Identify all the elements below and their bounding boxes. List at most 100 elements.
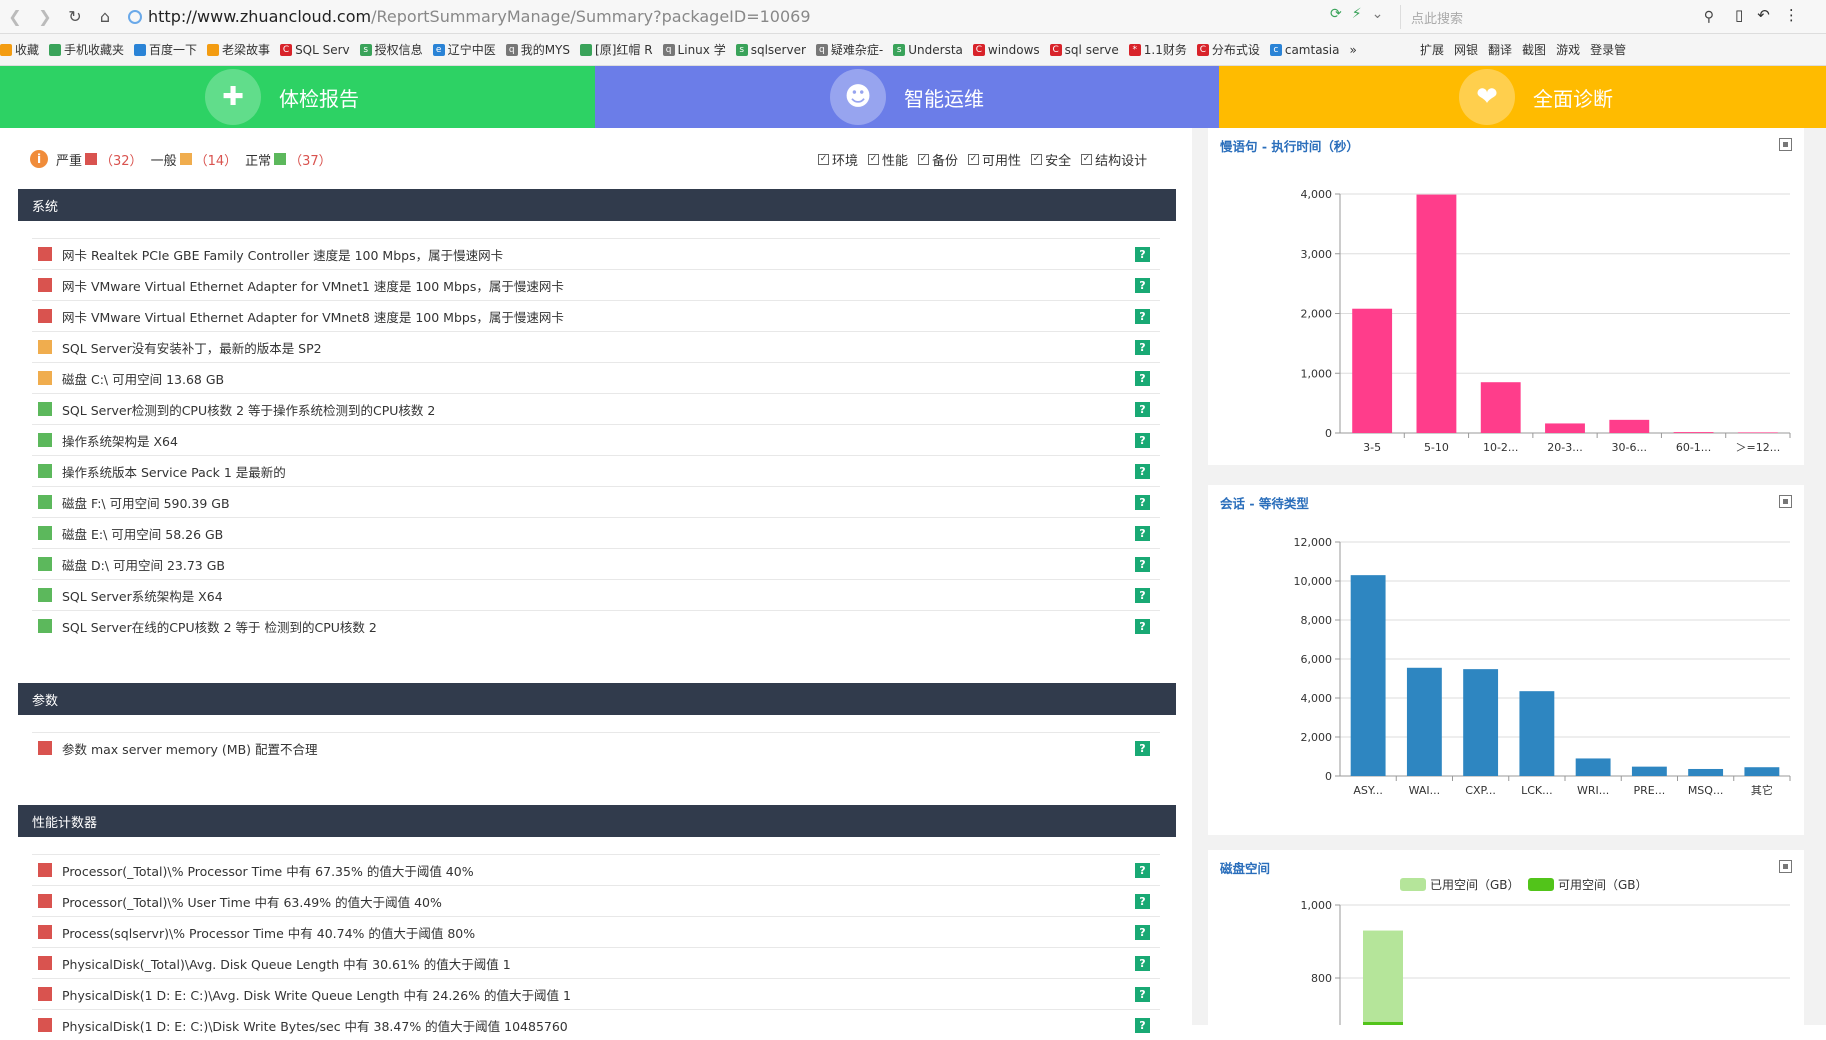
tab-diagnose[interactable]: ❤ 全面诊断 <box>1219 66 1826 128</box>
help-icon[interactable]: ? <box>1135 370 1150 386</box>
severity-indicator <box>38 956 52 970</box>
tab-ops[interactable]: ☻ 智能运维 <box>595 66 1219 128</box>
checkbox-checked-icon[interactable]: ✓ <box>868 154 880 165</box>
legend-normal-label: 一般 <box>150 153 177 169</box>
checkbox-checked-icon[interactable]: ✓ <box>818 154 829 165</box>
refresh-green-icon[interactable]: ⟳ <box>1330 6 1342 22</box>
checkbox-checked-icon[interactable]: ✓ <box>1081 154 1093 165</box>
bookmark-item[interactable]: C SQL Serv <box>280 43 350 57</box>
severity-indicator <box>38 278 52 292</box>
undo-icon[interactable]: ↶ <box>1757 6 1770 24</box>
severity-indicator <box>38 619 52 633</box>
help-icon[interactable]: ? <box>1135 277 1150 293</box>
reload-icon[interactable]: ↻ <box>68 7 82 26</box>
filter-label: 安全 <box>1045 154 1072 169</box>
info-icon: i <box>30 150 48 168</box>
circle-icon <box>580 43 593 56</box>
bookmark-item[interactable]: s 授权信息 <box>359 41 423 58</box>
toolbar-item[interactable]: 截图 <box>1522 43 1547 57</box>
help-icon[interactable]: ? <box>1135 955 1150 971</box>
help-icon[interactable]: ? <box>1135 556 1150 572</box>
bookmark-item[interactable]: * 1.1财务 <box>1128 41 1187 58</box>
help-icon[interactable]: ? <box>1135 308 1150 324</box>
bookmark-item[interactable]: q Linux 学 <box>662 41 726 58</box>
bookmark-item[interactable]: c camtasia <box>1269 43 1340 57</box>
bookmark-item[interactable]: q 疑难杂症- <box>815 41 883 58</box>
tab-report[interactable]: ✚ 体检报告 <box>0 66 595 128</box>
help-icon[interactable]: ? <box>1135 525 1150 541</box>
wait-type-chart: 0 2,000 4,000 6,000 8,000 10,000 12,000 ASY... W… <box>1294 536 1791 797</box>
forward-icon[interactable]: ❯ <box>38 7 52 26</box>
filter-label: 环境 <box>832 154 859 169</box>
help-icon[interactable]: ? <box>1135 401 1150 417</box>
section-title: 系统 <box>32 199 59 215</box>
help-icon[interactable]: ? <box>1135 618 1150 634</box>
toolbar-item[interactable]: 扩展 <box>1420 43 1445 57</box>
bookmark-item[interactable]: 收藏 <box>0 41 39 58</box>
help-icon[interactable]: ? <box>1135 893 1150 909</box>
bookmark-item[interactable]: 手机收藏夹 <box>49 41 124 58</box>
bookmark-item[interactable]: 老梁故事 <box>207 41 270 58</box>
help-icon[interactable]: ? <box>1135 986 1150 1002</box>
filter-checkbox[interactable]: ✓ 环境 <box>818 150 858 169</box>
home-icon[interactable]: ⌂ <box>99 7 111 26</box>
search-icon[interactable]: ⚲ <box>1703 9 1714 25</box>
search-icon: q <box>662 43 675 56</box>
x-tick-label: 5-10 <box>1424 441 1449 454</box>
bookmark-item[interactable]: s sqlserver <box>735 43 806 57</box>
bookmark-item[interactable]: [原]红帽 R <box>580 41 653 58</box>
check-item-row: 操作系统版本 Service Pack 1 是最新的? <box>32 455 1160 486</box>
url-input[interactable]: http://www.zhuancloud.com/ReportSummaryM… <box>128 4 1298 30</box>
chevron-down-icon[interactable]: ⌄ <box>1371 6 1384 22</box>
toolbar-item[interactable]: 登录管 <box>1590 43 1627 57</box>
help-icon[interactable]: ? <box>1135 432 1150 448</box>
lightning-icon[interactable]: ⚡ <box>1351 6 1362 22</box>
legend-label: 可用空间（GB） <box>1558 878 1648 892</box>
tablet-icon[interactable]: ▯ <box>1735 6 1744 24</box>
help-icon[interactable]: ? <box>1135 339 1150 355</box>
filter-checkbox[interactable]: ✓ 可用性 <box>968 150 1021 169</box>
help-icon[interactable]: ? <box>1135 1017 1150 1033</box>
checkbox-checked-icon[interactable]: ✓ <box>918 154 930 165</box>
help-icon[interactable]: ? <box>1135 924 1150 940</box>
severity-indicator <box>38 247 52 261</box>
more-bookmarks-icon[interactable]: » <box>1349 42 1357 57</box>
leaf-icon: s <box>735 43 748 56</box>
help-icon[interactable]: ? <box>1135 463 1150 479</box>
toolbar-item[interactable]: 网银 <box>1454 43 1479 57</box>
maximize-icon[interactable] <box>1779 138 1792 151</box>
severe-swatch <box>85 153 98 165</box>
bookmark-item[interactable]: 百度一下 <box>134 41 197 58</box>
toolbar-extensions: 扩展 网银 翻译 截图 游戏 登录管 <box>1420 41 1626 58</box>
help-icon[interactable]: ? <box>1135 494 1150 510</box>
check-item-text: 参数 max server memory (MB) 配置不合理 <box>62 741 318 757</box>
maximize-icon[interactable] <box>1779 495 1792 508</box>
bar <box>1519 691 1555 776</box>
toolbar-item[interactable]: 翻译 <box>1488 43 1513 57</box>
bookmark-item[interactable]: C 分布式设 <box>1196 41 1260 58</box>
help-icon[interactable]: ? <box>1135 246 1150 262</box>
toolbar-item[interactable]: 游戏 <box>1556 43 1581 57</box>
bookmark-label: 1.1财务 <box>1143 43 1187 57</box>
back-icon[interactable]: ❮ <box>8 7 22 26</box>
menu-icon[interactable]: ⋮ <box>1783 6 1799 24</box>
filter-checkbox[interactable]: ✓ 结构设计 <box>1081 150 1147 169</box>
y-tick-label: 1,000 <box>1301 899 1333 912</box>
checkbox-checked-icon[interactable]: ✓ <box>968 154 980 165</box>
bookmark-item[interactable]: s Understa <box>893 43 963 57</box>
filter-checkbox[interactable]: ✓ 备份 <box>918 150 958 169</box>
search-input[interactable]: 点此搜索 ⚲ <box>1400 5 1720 29</box>
maximize-icon[interactable] <box>1779 860 1792 873</box>
checkbox-checked-icon[interactable]: ✓ <box>1031 154 1043 165</box>
help-icon[interactable]: ? <box>1135 862 1150 878</box>
chart-title: 会话 - 等待类型 <box>1220 496 1309 511</box>
bookmark-item[interactable]: q 我的MYS <box>505 41 570 58</box>
section-params-header: 参数 <box>18 683 1176 715</box>
bookmark-item[interactable]: e 辽宁中医 <box>432 41 496 58</box>
filter-checkbox[interactable]: ✓ 性能 <box>868 150 908 169</box>
help-icon[interactable]: ? <box>1135 740 1150 756</box>
filter-checkbox[interactable]: ✓ 安全 <box>1031 150 1071 169</box>
help-icon[interactable]: ? <box>1135 587 1150 603</box>
